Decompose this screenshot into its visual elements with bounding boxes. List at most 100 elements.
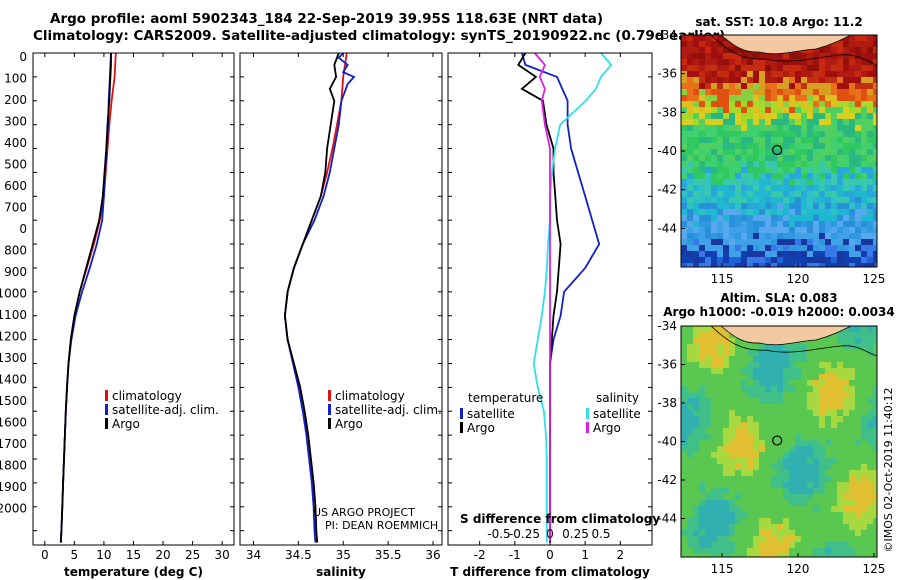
map-cell — [711, 149, 718, 156]
map-cell — [801, 53, 808, 60]
map-cell — [723, 398, 730, 405]
map-cell — [759, 512, 766, 519]
map-cell — [825, 197, 832, 204]
map-cell — [819, 554, 826, 557]
map-cell — [807, 338, 814, 345]
map-cell — [741, 470, 748, 477]
map-cell — [753, 155, 760, 162]
map-cell — [783, 470, 790, 477]
map-cell — [837, 41, 844, 48]
map-cell — [873, 221, 877, 228]
map-cell — [849, 518, 856, 525]
map-cell — [831, 107, 838, 114]
map-cell — [693, 506, 700, 513]
map-cell — [849, 77, 856, 84]
map-cell — [729, 143, 736, 150]
map-cell — [873, 197, 877, 204]
map-cell — [753, 368, 760, 375]
map-cell — [807, 470, 814, 477]
map-cell — [735, 245, 742, 252]
map-cell — [867, 155, 874, 162]
map-cell — [825, 173, 832, 180]
x-tick-label: 34 — [246, 548, 261, 562]
map-cell — [813, 410, 820, 417]
map-cell — [843, 374, 850, 381]
map-cell — [807, 107, 814, 114]
map-cell — [735, 434, 742, 441]
map-cell — [693, 494, 700, 501]
map-cell — [813, 137, 820, 144]
map-cell — [699, 458, 706, 465]
map-cell — [729, 83, 736, 90]
map-cell — [759, 548, 766, 555]
map-cell — [831, 518, 838, 525]
map-cell — [825, 374, 832, 381]
map-cell — [789, 125, 796, 132]
map-cell — [807, 524, 814, 531]
y-tick-label: -36 — [657, 358, 677, 372]
map-cell — [705, 203, 712, 210]
map-cell — [687, 452, 694, 459]
map-cell — [819, 530, 826, 537]
map-cell — [819, 251, 826, 258]
map-cell — [693, 404, 700, 411]
map-cell — [747, 113, 754, 120]
map-cell — [795, 131, 802, 138]
map-cell — [873, 191, 877, 198]
map-cell — [795, 119, 802, 126]
map-cell — [843, 422, 850, 429]
map-cell — [801, 440, 808, 447]
map-cell — [687, 233, 694, 240]
map-cell — [783, 494, 790, 501]
map-cell — [873, 65, 877, 72]
map-cell — [765, 71, 772, 78]
map-cell — [711, 77, 718, 84]
map-cell — [849, 155, 856, 162]
map-cell — [759, 392, 766, 399]
map-cell — [759, 221, 766, 228]
map-cell — [723, 368, 730, 375]
map-cell — [729, 344, 736, 351]
map-cell — [825, 221, 832, 228]
map-cell — [741, 59, 748, 66]
map-cell — [699, 518, 706, 525]
map-cell — [855, 356, 862, 363]
map-cell — [801, 119, 808, 126]
map-cell — [873, 35, 877, 42]
map-cell — [759, 506, 766, 513]
x-tick-label: 1 — [581, 548, 589, 562]
map-cell — [723, 386, 730, 393]
map-cell — [717, 464, 724, 471]
map-cell — [795, 428, 802, 435]
map-cell — [843, 209, 850, 216]
map-cell — [831, 47, 838, 54]
map-cell — [789, 227, 796, 234]
map-cell — [855, 155, 862, 162]
map-cell — [729, 482, 736, 489]
map-cell — [681, 143, 688, 150]
map-cell — [867, 77, 874, 84]
map-cell — [777, 494, 784, 501]
map-cell — [753, 125, 760, 132]
map-cell — [855, 245, 862, 252]
map-cell — [687, 494, 694, 501]
map-cell — [801, 464, 808, 471]
map-cell — [795, 161, 802, 168]
map-cell — [801, 191, 808, 198]
map-cell — [831, 245, 838, 252]
map-cell — [687, 53, 694, 60]
map-cell — [711, 245, 718, 252]
map-cell — [693, 59, 700, 66]
legend-swatch — [328, 404, 331, 415]
map-cell — [825, 536, 832, 543]
map-cell — [789, 356, 796, 363]
map-cell — [843, 41, 850, 48]
map-cell — [819, 227, 826, 234]
map-cell — [705, 386, 712, 393]
map-cell — [843, 263, 850, 267]
map-cell — [705, 434, 712, 441]
map-cell — [771, 470, 778, 477]
map-cell — [825, 137, 832, 144]
map-cell — [867, 167, 874, 174]
map-cell — [819, 263, 826, 267]
